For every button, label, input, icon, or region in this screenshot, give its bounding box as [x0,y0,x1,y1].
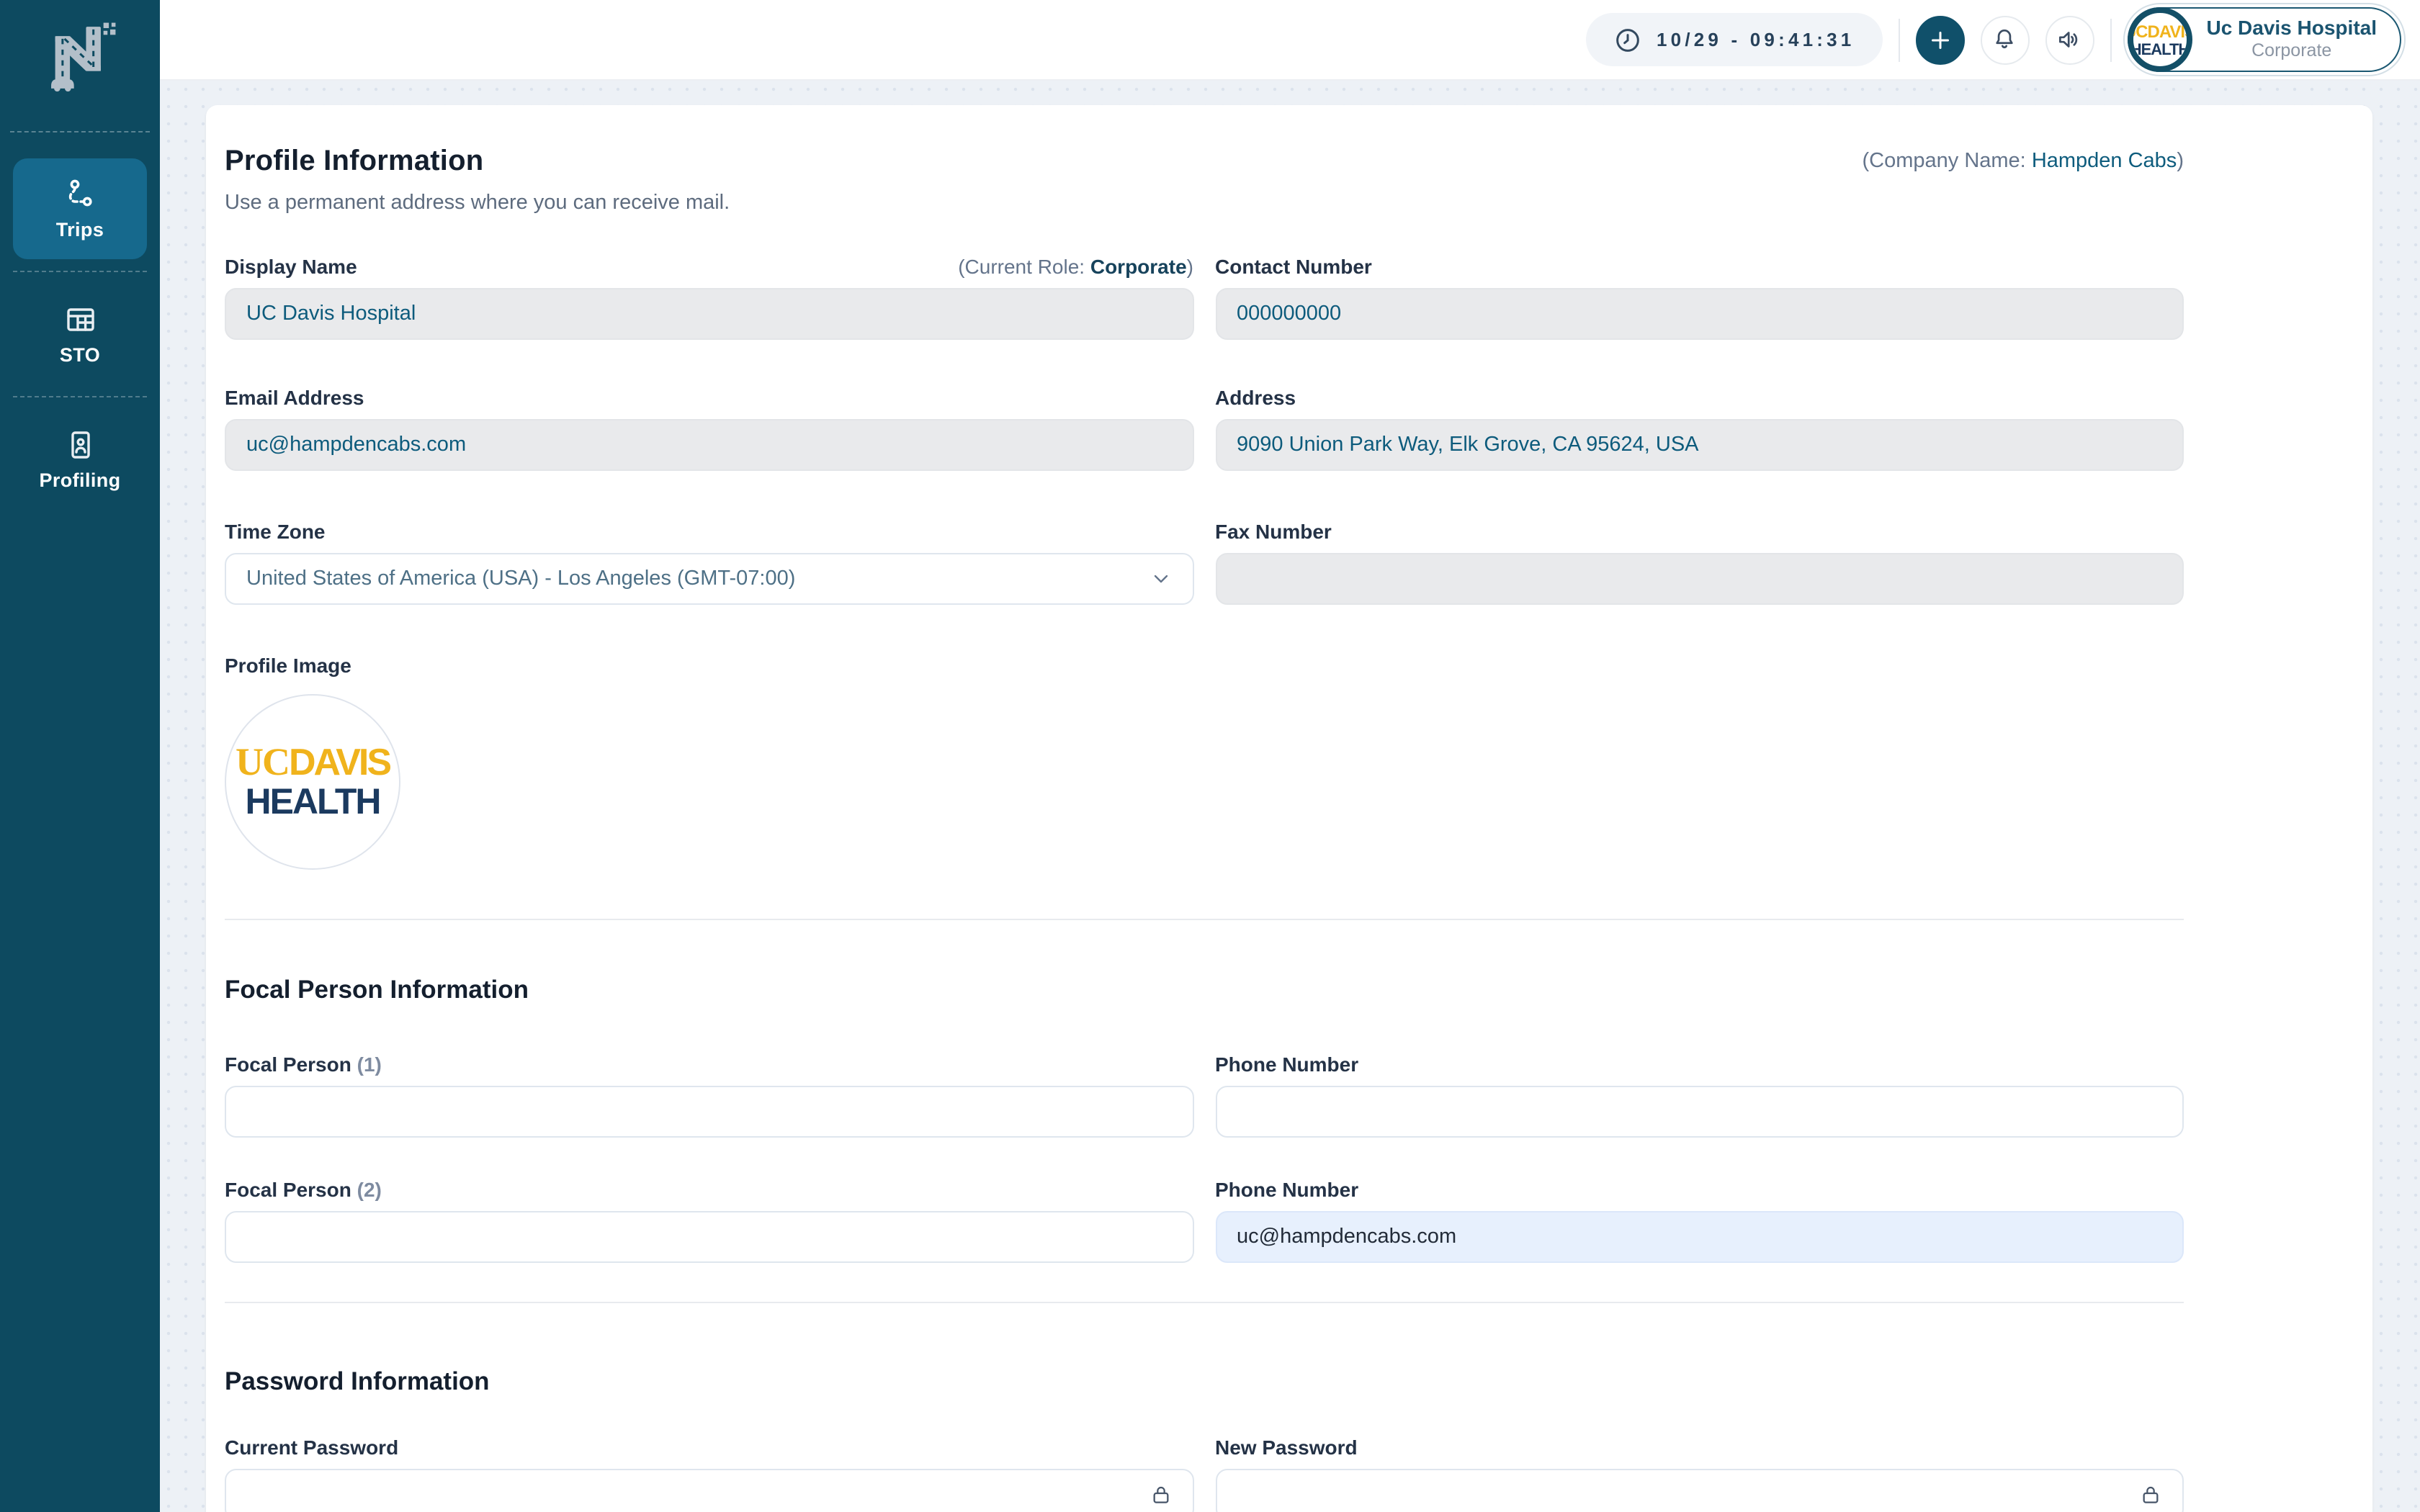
user-avatar: UCDAVIS HEALTH [2127,7,2192,72]
sidebar-divider [13,271,147,272]
route-icon [68,179,91,207]
phone-number-2-input[interactable]: uc@hampdencabs.com [1215,1211,2184,1263]
current-role-note: (Current Role: Corporate) [958,255,1193,278]
address-input[interactable]: 9090 Union Park Way, Elk Grove, CA 95624… [1215,419,2184,471]
sound-button[interactable] [2045,15,2094,64]
user-name: Uc Davis Hospital [2206,15,2377,39]
avatar-logo-line1: UCDAVIS [2127,21,2192,41]
company-name: Hampden Cabs [2031,150,2177,173]
sidebar-item-label: Profiling [39,469,121,491]
timezone-value: United States of America (USA) - Los Ang… [246,567,796,590]
profile-image-label: Profile Image [225,654,351,677]
main-area: Profile Information (Company Name: Hampd… [160,81,2420,1512]
sidebar-item-profiling[interactable]: Profiling [13,409,147,510]
plus-icon [1931,31,1949,48]
focal-person-2-label: Focal Person (2) [225,1178,382,1201]
display-name-input[interactable]: UC Davis Hospital [225,288,1193,340]
add-button[interactable] [1915,15,1965,64]
datetime-text: 10/29 - 09:41:31 [1657,29,1855,50]
contact-number-input[interactable]: 000000000 [1215,288,2184,340]
sidebar-item-label: STO [59,344,101,366]
company-suffix: ) [2177,150,2184,173]
role-value: Corporate [1090,255,1187,278]
contact-number-value: 000000000 [1237,302,1342,325]
profile-image[interactable]: UC DAVIS HEALTH [225,694,400,870]
lock-icon [1152,1486,1168,1503]
new-password-input[interactable] [1215,1469,2184,1512]
page-title: Profile Information [225,145,484,177]
company-prefix: (Company Name: [1862,150,2032,173]
bell-icon [1996,29,2014,49]
fax-label: Fax Number [1215,520,1332,543]
address-label: Address [1215,386,1296,409]
focal-person-1-number: (1) [357,1053,382,1076]
focal-section-title: Focal Person Information [225,975,529,1004]
app-logo [41,19,119,96]
sidebar: Trips STO Profiling [0,0,160,1512]
lock-icon [2143,1486,2159,1503]
phone-number-2-label: Phone Number [1215,1178,1359,1201]
display-name-label: Display Name [225,255,357,278]
focal-person-1-input[interactable] [225,1086,1193,1138]
current-password-label: Current Password [225,1436,399,1459]
role-suffix: ) [1186,255,1193,278]
phone-number-1-input[interactable] [1215,1086,2184,1138]
avatar-logo-line2: HEALTH [2130,41,2190,58]
address-value: 9090 Union Park Way, Elk Grove, CA 95624… [1237,433,1699,456]
sidebar-item-label: Trips [55,219,104,240]
email-label: Email Address [225,386,364,409]
sidebar-divider [10,131,150,132]
ucdavis-logo: UC DAVIS [235,740,392,785]
page-subtitle: Use a permanent address where you can re… [225,192,730,215]
logo-health: HEALTH [245,782,381,822]
timezone-select[interactable]: United States of America (USA) - Los Ang… [225,553,1193,605]
sidebar-nav: Trips STO Profiling [0,158,160,510]
notifications-button[interactable] [1980,15,2030,64]
topbar: 10/29 - 09:41:31 UCDAVIS HEALTH [160,0,2420,81]
current-password-input[interactable] [225,1469,1193,1512]
logo-uc: UC [235,740,290,783]
road-n-logo-icon [50,22,115,92]
display-name-value: UC Davis Hospital [246,302,416,325]
user-info: Uc Davis Hospital Corporate [2206,16,2377,63]
focal-person-2-number: (2) [357,1178,382,1201]
sidebar-item-sto[interactable]: STO [13,284,147,384]
section-divider [225,919,2184,920]
role-prefix: (Current Role: [958,255,1090,278]
user-role: Corporate [2251,40,2332,61]
sidebar-item-trips[interactable]: Trips [13,158,147,259]
email-input[interactable]: uc@hampdencabs.com [225,419,1193,471]
datetime-pill: 10/29 - 09:41:31 [1586,13,1883,66]
clock-icon [1616,28,1639,51]
topbar-divider [1898,18,1900,61]
contact-number-label: Contact Number [1215,255,1372,278]
password-section-title: Password Information [225,1367,490,1395]
speaker-icon [2059,32,2078,48]
sidebar-divider [13,396,147,397]
timezone-label: Time Zone [225,520,326,543]
id-card-icon [71,431,89,459]
card-content: Profile Information (Company Name: Hampd… [225,145,2184,1512]
logo-davis: DAVIS [288,740,392,783]
phone-number-1-label: Phone Number [1215,1053,1359,1076]
focal-person-1-label: Focal Person (1) [225,1053,382,1076]
email-value: uc@hampdencabs.com [246,433,467,456]
topbar-divider [2110,18,2112,61]
fax-input[interactable] [1215,553,2184,605]
new-password-label: New Password [1215,1436,1358,1459]
profile-card: Profile Information (Company Name: Hampd… [206,105,2372,1512]
chevron-down-icon [1153,575,1168,583]
section-divider [225,1302,2184,1303]
company-name-line: (Company Name: Hampden Cabs) [1863,150,2184,173]
user-menu[interactable]: UCDAVIS HEALTH Uc Davis Hospital Corpora… [2127,7,2401,72]
focal-person-2-input[interactable] [225,1211,1193,1263]
table-icon [66,308,94,331]
phone-number-2-value: uc@hampdencabs.com [1237,1225,1457,1248]
